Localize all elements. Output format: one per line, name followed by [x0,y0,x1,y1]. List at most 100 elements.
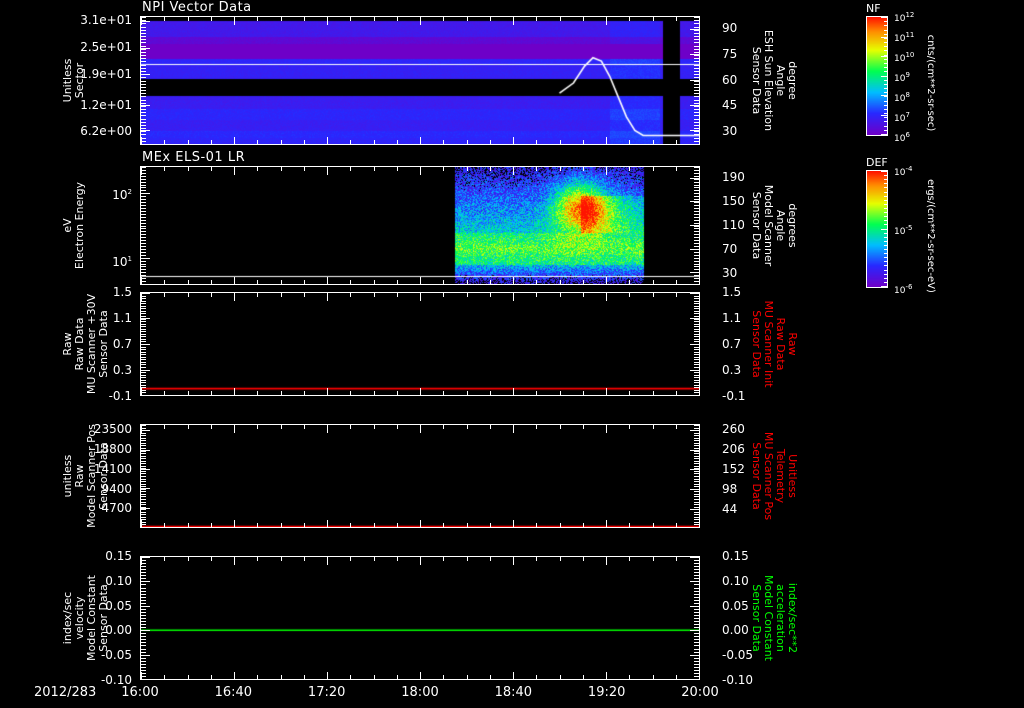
y-tick-minor [141,223,146,224]
x-tick-minor [188,523,189,527]
y-tick-minor [141,661,146,662]
y-tick-minor [694,566,699,567]
y-tick-minor [141,179,146,180]
y-tick-label-left: 0.7 [112,337,132,351]
y-tick-minor [694,357,699,358]
y-tick-minor [694,517,699,518]
y-tick-minor [141,428,146,429]
x-tick-major [234,293,235,301]
y-tick-minor [694,278,699,279]
y-tick-minor [694,639,699,640]
x-tick-minor [188,675,189,679]
x-tick-minor [536,425,537,429]
x-tick-minor [676,675,677,679]
y-tick-minor [141,115,146,116]
y-tick-minor [141,476,146,477]
axis-label-right-els-line-1: Model Scanner [762,184,775,267]
x-tick-major [606,293,607,301]
x-tick-minor [536,280,537,284]
x-tick-minor [583,523,584,527]
x-tick-minor [350,293,351,297]
y-tick-label-right: 90 [722,21,738,36]
y-tick-minor [694,182,699,183]
x-tick-minor [536,293,537,297]
x-tick-minor [281,280,282,284]
y-tick-minor [694,673,699,674]
x-tick-minor [350,425,351,429]
y-tick-minor [694,226,699,227]
x-tick-major [513,388,514,396]
x-tick-minor [560,167,561,171]
x-tick-major [513,672,514,680]
y-tick-minor [694,228,699,229]
colorbar-tick [881,115,887,116]
axis-label-right-els-line-2: Angle [774,209,787,242]
axis-label-left-model-constant-velocity-line-3: index/sec [61,591,74,645]
x-tick-minor [443,293,444,297]
x-tick-minor [304,17,305,21]
x-tick-major [513,137,514,145]
y-tick-major [690,178,699,179]
y-tick-minor [694,128,699,129]
colorbar-tick-minor [884,278,887,279]
y-tick-minor [694,618,699,619]
x-tick-minor [164,280,165,284]
y-tick-minor [141,618,146,619]
y-tick-minor [694,36,699,37]
y-tick-minor [694,578,699,579]
y-tick-minor [694,387,699,388]
y-tick-minor [141,42,146,43]
y-tick-minor [694,347,699,348]
y-tick-minor [141,512,146,513]
x-tick-minor [211,140,212,144]
y-tick-minor [141,71,146,72]
x-tick-major [699,277,700,285]
y-tick-minor [694,473,699,474]
x-tick-minor [490,523,491,527]
y-tick-minor [694,131,699,132]
y-tick-label-right: -0.05 [722,648,754,663]
x-tick-minor [257,293,258,297]
x-tick-minor [211,425,212,429]
y-tick-minor [694,303,699,304]
x-tick-minor [397,675,398,679]
x-tick-major [606,425,607,433]
y-tick-minor [694,606,699,607]
axis-label-left-mu-scanner-30v-line-3: Raw [61,332,74,356]
x-tick-major [327,167,328,175]
y-tick-minor [694,612,699,613]
y-tick-minor [694,507,699,508]
y-tick-minor [141,339,146,340]
y-tick-minor [141,479,146,480]
y-tick-minor [141,517,146,518]
axis-label-right-model-scanner-pos-line-1: MU Scanner Pos [762,431,775,521]
colorbar-tick-minor [884,105,887,106]
y-tick-minor [141,435,146,436]
x-tick-minor [490,293,491,297]
x-tick-minor [490,280,491,284]
colorbar-tick-minor [884,253,887,254]
y-tick-minor [694,119,699,120]
y-tick-major [141,318,150,319]
axis-label-left-model-scanner-pos-line-1: Model Scanner Pos [85,424,98,528]
x-tick-minor [374,391,375,395]
y-tick-minor [141,311,146,312]
y-tick-minor [141,246,146,247]
y-tick-minor [694,301,699,302]
y-tick-minor [694,364,699,365]
x-tick-minor [374,293,375,297]
y-tick-minor [141,303,146,304]
y-tick-minor [141,231,146,232]
x-tick-minor [257,557,258,561]
y-tick-minor [694,65,699,66]
exponent: 10 [905,51,915,59]
x-tick-minor [350,280,351,284]
y-tick-minor [141,81,146,82]
axis-label-left-model-scanner-pos-line-3: unitless [61,454,74,498]
colorbar-tick-minor [884,34,887,35]
x-tick-major [327,520,328,528]
y-tick-minor [141,103,146,104]
y-tick-minor [141,642,146,643]
y-tick-minor [694,199,699,200]
y-tick-minor [141,205,146,206]
